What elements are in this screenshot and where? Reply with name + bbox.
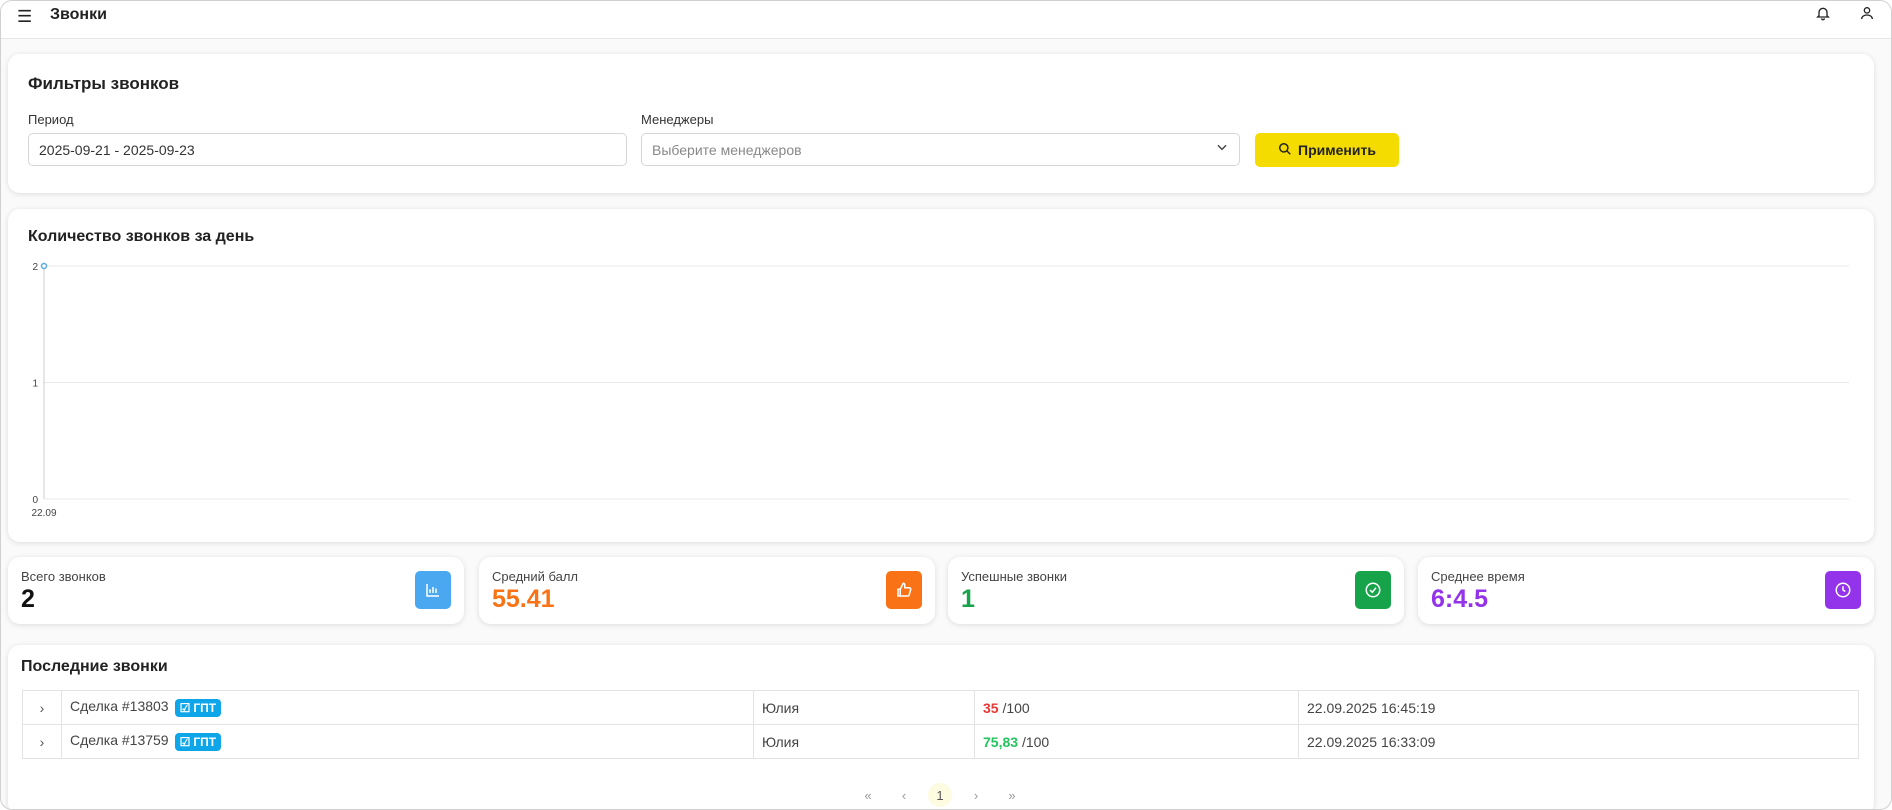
badge-label: ГПТ <box>193 700 217 715</box>
gpt-badge: ☑ ГПТ <box>174 732 222 751</box>
search-icon <box>1278 142 1292 159</box>
stat-value: 55.41 <box>492 585 555 613</box>
apply-button[interactable]: Применить <box>1255 133 1399 167</box>
manager-cell: Юлия <box>753 724 975 759</box>
score-max: /100 <box>1021 733 1050 750</box>
recent-calls-table: › Сделка #13803 ☑ ГПТ Юлия 35 /100 22.09.2… <box>22 690 1859 759</box>
bar-chart-icon <box>415 571 451 609</box>
filters-title: Фильтры звонков <box>28 74 180 93</box>
stat-value: 1 <box>961 585 975 613</box>
period-label: Период <box>28 112 74 127</box>
gpt-badge: ☑ ГПТ <box>174 698 222 717</box>
clock-icon <box>1825 571 1861 609</box>
stat-card: Успешные звонки 1 <box>948 557 1404 624</box>
period-input[interactable]: 2025-09-21 - 2025-09-23 <box>28 133 627 166</box>
managers-select[interactable]: Выберите менеджеров <box>641 133 1240 166</box>
stat-title: Средний балл <box>492 569 579 584</box>
page-1-button[interactable]: 1 <box>928 783 952 807</box>
checkbox-icon: ☑ <box>179 734 191 749</box>
chevron-down-icon <box>1215 140 1229 157</box>
managers-label: Менеджеры <box>641 112 714 127</box>
stat-value: 6:4.5 <box>1431 585 1488 613</box>
checkbox-icon: ☑ <box>179 700 191 715</box>
y-tick-label: 0 <box>32 495 38 506</box>
manager-cell: Юлия <box>753 690 975 725</box>
date-cell: 22.09.2025 16:45:19 <box>1298 690 1859 725</box>
menu-icon[interactable]: ☰ <box>17 7 33 26</box>
filters-card: Фильтры звонков Период 2025-09-21 - 2025… <box>8 54 1874 193</box>
deal-name: Сделка #13803 <box>70 698 169 715</box>
stat-card: Среднее время 6:4.5 <box>1418 557 1874 624</box>
stat-title: Среднее время <box>1431 569 1525 584</box>
stat-title: Успешные звонки <box>961 569 1068 584</box>
first-page-button[interactable]: « <box>864 787 872 803</box>
last-page-button[interactable]: » <box>1008 787 1016 803</box>
table-row[interactable]: › Сделка #13803 ☑ ГПТ Юлия 35 /100 22.09.2… <box>22 690 1859 725</box>
expand-row-icon[interactable]: › <box>22 690 62 725</box>
prev-page-button[interactable]: ‹ <box>901 787 907 803</box>
score-max: /100 <box>1002 699 1030 716</box>
y-tick-label: 2 <box>32 262 38 273</box>
recent-calls-card: Последние звонки › Сделка #13803 ☑ ГПТ Юли… <box>8 645 1874 809</box>
score-value: 75,83 <box>983 733 1019 750</box>
stat-card: Всего звонков 2 <box>8 557 464 624</box>
chart-card: Количество звонков за день 0 1 2 22.09 <box>8 209 1874 542</box>
expand-row-icon[interactable]: › <box>22 724 62 759</box>
user-icon[interactable] <box>1859 5 1875 26</box>
date-cell: 22.09.2025 16:33:09 <box>1298 724 1859 759</box>
apply-label: Применить <box>1298 142 1376 158</box>
badge-label: ГПТ <box>193 734 217 749</box>
chart-title: Количество звонков за день <box>28 228 255 245</box>
score-value: 35 <box>983 699 999 716</box>
data-point[interactable] <box>40 262 48 270</box>
deal-name: Сделка #13759 <box>70 732 169 749</box>
managers-placeholder: Выберите менеджеров <box>652 142 802 158</box>
stat-value: 2 <box>21 585 35 613</box>
next-page-button[interactable]: › <box>973 787 979 803</box>
bell-icon[interactable] <box>1815 5 1831 26</box>
stat-card: Средний балл 55.41 <box>479 557 935 624</box>
recent-title: Последние звонки <box>21 658 168 675</box>
stat-title: Всего звонков <box>21 569 106 584</box>
check-circle-icon <box>1355 571 1391 609</box>
thumbs-up-icon <box>886 571 922 609</box>
top-bar: ☰ Звонки <box>1 1 1891 39</box>
table-row[interactable]: › Сделка #13759 ☑ ГПТ Юлия 75,83 /100 22.0… <box>22 724 1859 759</box>
page-title: Звонки <box>50 6 107 23</box>
calls-per-day-chart: 0 1 2 22.09 <box>31 262 1849 519</box>
y-tick-label: 1 <box>32 379 38 390</box>
x-tick-label: 22.09 <box>31 508 56 519</box>
